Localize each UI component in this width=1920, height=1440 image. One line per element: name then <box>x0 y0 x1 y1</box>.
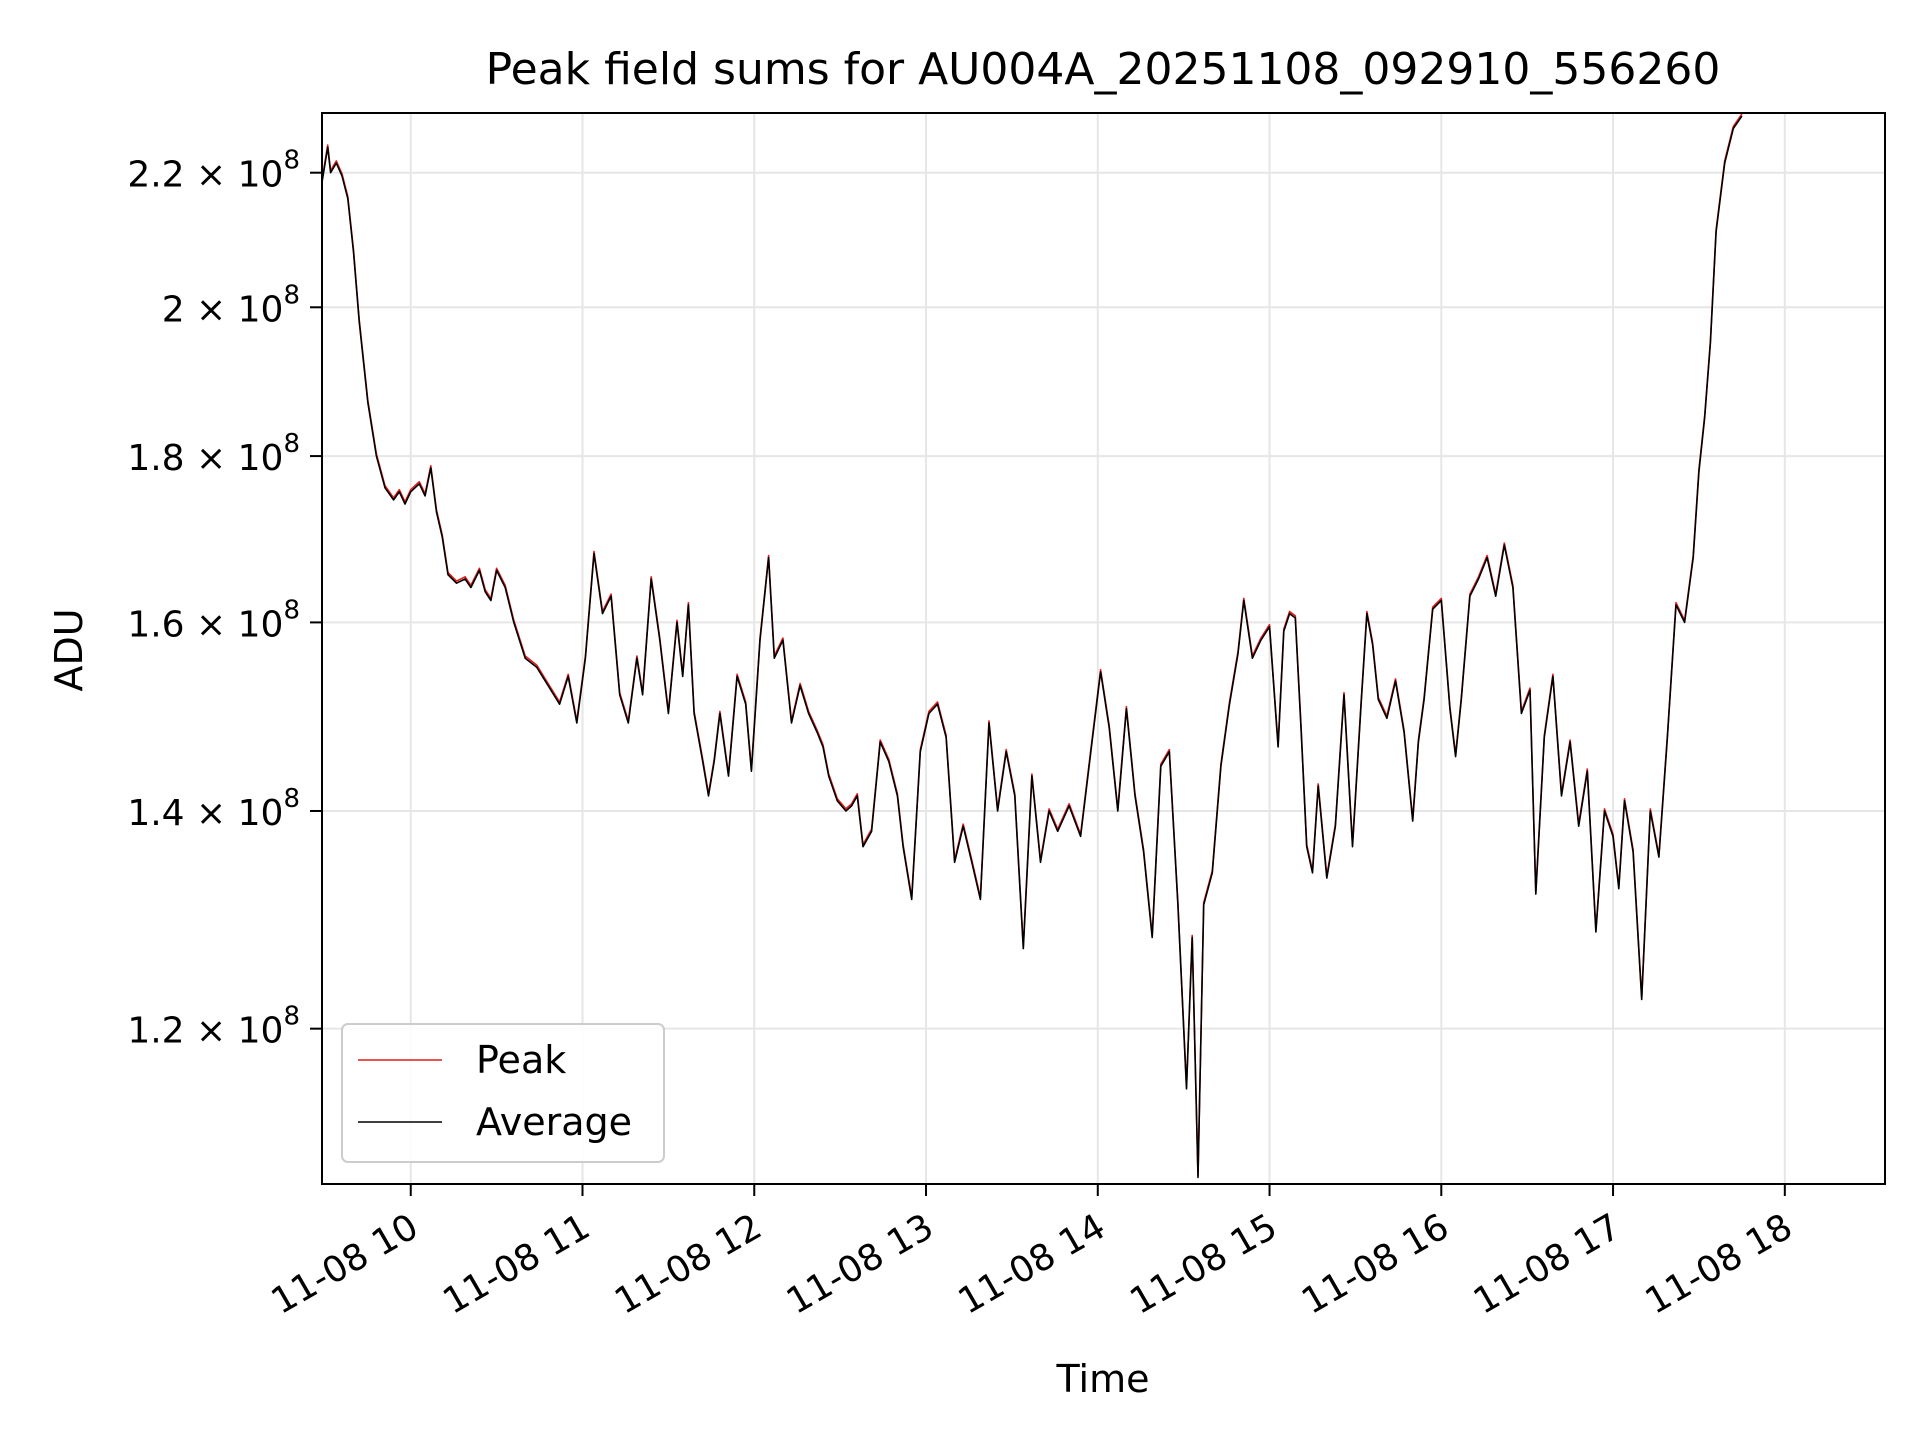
y-axis-label: ADU <box>47 608 91 691</box>
plot-frame <box>321 112 1886 1185</box>
y-tick-label: 2 × 108 <box>162 280 300 330</box>
legend-frame <box>341 1023 665 1163</box>
series-layer <box>321 113 1743 1179</box>
x-axis-label: Time <box>1056 1357 1150 1401</box>
y-tick-label: 1.4 × 108 <box>127 784 300 834</box>
y-tick-label: 1.8 × 108 <box>127 429 300 479</box>
y-tick-label: 2.2 × 108 <box>127 146 300 196</box>
series-line-average <box>321 115 1743 1179</box>
legend: Peak Average <box>341 1023 665 1163</box>
legend-label-average: Average <box>476 1100 632 1144</box>
y-axis: 1.2 × 108 1.4 × 108 1.6 × 108 1.8 × 108 2 × … <box>127 146 322 1052</box>
chart-title: Peak field sums for AU004A_20251108_0929… <box>486 44 1721 95</box>
legend-label-peak: Peak <box>476 1038 566 1082</box>
y-tick-label: 1.2 × 108 <box>127 1002 300 1052</box>
grid <box>322 113 1885 1184</box>
y-tick-label: 1.6 × 108 <box>127 595 300 645</box>
